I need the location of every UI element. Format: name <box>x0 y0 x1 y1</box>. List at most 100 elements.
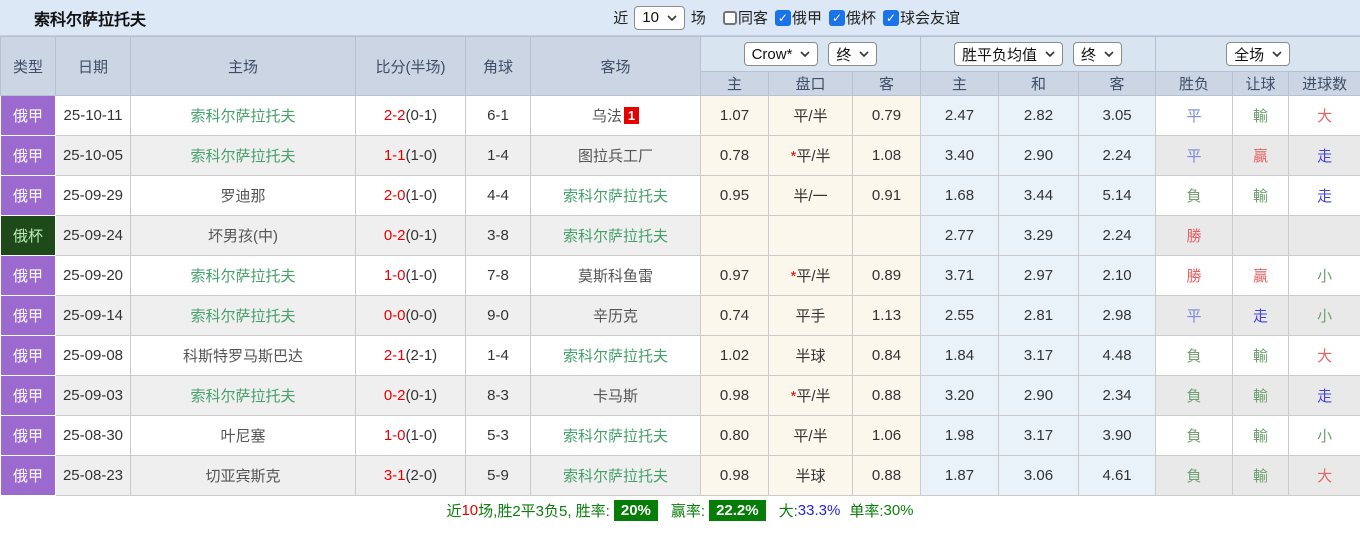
handicap-value: 半球 <box>795 468 826 485</box>
odds-company-select[interactable]: Crow* <box>743 42 819 66</box>
avg-home: 1.84 <box>920 335 1000 376</box>
filter-checkbox-club-friendly[interactable]: 球会友谊 <box>882 7 960 28</box>
corner-score: 5-9 <box>465 455 531 496</box>
home-team-link[interactable]: 科斯特罗马斯巴达 <box>130 335 356 376</box>
changed-odds-star-icon: * <box>790 388 797 405</box>
changed-odds-star-icon: * <box>790 268 797 285</box>
result-indicator: 負 <box>1155 375 1234 416</box>
odds-home: 0.74 <box>700 295 769 336</box>
result-indicator: 勝 <box>1155 255 1234 296</box>
result-indicator: 勝 <box>1155 215 1234 256</box>
halftime-score: (2-0) <box>405 467 438 484</box>
match-date: 25-09-03 <box>55 375 131 416</box>
avg-home: 2.55 <box>920 295 1000 336</box>
fulltime-score: 0-2 <box>383 227 406 244</box>
summary-part: 33.3% <box>797 502 841 519</box>
home-team-link[interactable]: 索科尔萨拉托夫 <box>130 135 356 176</box>
odds-home: 0.97 <box>700 255 769 296</box>
home-team-link[interactable]: 叶尼塞 <box>130 415 356 456</box>
away-team-link[interactable]: 辛历克 <box>530 295 701 336</box>
away-team-link[interactable]: 卡马斯 <box>530 375 701 416</box>
odds-time-select[interactable]: 终 <box>828 42 878 66</box>
filter-controls: 近 10 场 同客 俄甲 俄杯 球会友谊 <box>613 5 960 30</box>
halftime-score: (0-1) <box>405 387 438 404</box>
home-team-link[interactable]: 索科尔萨拉托夫 <box>130 375 356 416</box>
page-title: 索科尔萨拉托夫 <box>34 11 147 29</box>
filter-checkbox-russia-cup[interactable]: 俄杯 <box>828 7 876 28</box>
away-team-link[interactable]: 莫斯科鱼雷 <box>530 255 701 296</box>
away-team-link[interactable]: 乌法 1 <box>530 95 701 136</box>
recent-count-select[interactable]: 10 <box>634 5 685 30</box>
match-type-badge: 俄甲 <box>0 415 56 456</box>
away-team-link[interactable]: 索科尔萨拉托夫 <box>530 455 701 496</box>
score-cell: 2-2(0-1) <box>355 95 466 136</box>
chevron-down-icon <box>1272 51 1282 57</box>
odds-away: 0.79 <box>851 95 922 136</box>
filter-checkbox-russia-fnl[interactable]: 俄甲 <box>774 7 822 28</box>
handicap: *平/半 <box>768 255 853 296</box>
home-team-link[interactable]: 索科尔萨拉托夫 <box>130 95 356 136</box>
goals-result: 走 <box>1288 375 1360 416</box>
avg-away: 2.24 <box>1078 215 1157 256</box>
odds-home: 0.78 <box>700 135 769 176</box>
odds-away: 1.06 <box>851 415 922 456</box>
odds-company-value: Crow* <box>751 45 793 63</box>
away-team-link[interactable]: 索科尔萨拉托夫 <box>530 415 701 456</box>
sub-col-odds-home: 主 <box>700 71 769 96</box>
filter-checkbox-same-away[interactable]: 同客 <box>722 7 768 28</box>
col-header-type: 类型 <box>0 36 56 96</box>
handicap-value: 平手 <box>795 308 826 325</box>
avg-home: 2.47 <box>920 95 1000 136</box>
away-team-link[interactable]: 索科尔萨拉托夫 <box>530 215 701 256</box>
summary-part: 22.2% <box>709 500 766 521</box>
away-team-link[interactable]: 索科尔萨拉托夫 <box>530 175 701 216</box>
avg-home: 1.87 <box>920 455 1000 496</box>
period-select[interactable]: 全场 <box>1226 42 1291 66</box>
sub-col-avg-home: 主 <box>920 71 1000 96</box>
score-cell: 1-1(1-0) <box>355 135 466 176</box>
home-team-link[interactable]: 切亚宾斯克 <box>130 455 356 496</box>
match-type-badge: 俄甲 <box>0 255 56 296</box>
home-team-link[interactable]: 索科尔萨拉托夫 <box>130 295 356 336</box>
halftime-score: (0-1) <box>405 227 438 244</box>
handicap: *平/半 <box>768 375 853 416</box>
avg-away: 2.98 <box>1078 295 1157 336</box>
summary-part: 赢率: <box>670 503 706 520</box>
handicap-result: 輸 <box>1232 175 1290 216</box>
handicap-result: 輸 <box>1232 375 1290 416</box>
odds-away: 1.08 <box>851 135 922 176</box>
avg-type-select[interactable]: 胜平负均值 <box>954 42 1064 66</box>
handicap-value: 平/半 <box>793 108 828 125</box>
away-team-link[interactable]: 图拉兵工厂 <box>530 135 701 176</box>
handicap-result: 輸 <box>1232 455 1290 496</box>
home-team-link[interactable]: 索科尔萨拉托夫 <box>130 255 356 296</box>
table-row: 俄甲 25-09-03 索科尔萨拉托夫 0-2(0-1) 8-3 卡马斯 0.9… <box>0 375 1360 416</box>
score-cell: 0-2(0-1) <box>355 215 466 256</box>
avg-time-select[interactable]: 终 <box>1073 42 1123 66</box>
match-type-badge: 俄甲 <box>0 175 56 216</box>
away-team-link[interactable]: 索科尔萨拉托夫 <box>530 335 701 376</box>
halftime-score: (2-1) <box>405 347 438 364</box>
checkbox-label: 球会友谊 <box>899 10 960 27</box>
goals-result: 小 <box>1288 295 1360 336</box>
goals-result: 走 <box>1288 135 1360 176</box>
recent-label: 近 <box>613 10 629 27</box>
matches-table: 类型 日期 主场 比分(半场) 角球 客场 Crow* 终 <box>0 36 1360 496</box>
col-header-home: 主场 <box>130 36 356 96</box>
checkbox-icon <box>828 9 845 26</box>
table-subheader-row: 主 盘口 客 主 和 客 胜负 让球 进球数 <box>1 71 1360 96</box>
away-team-name: 索科尔萨拉托夫 <box>562 468 668 485</box>
away-team-name: 索科尔萨拉托夫 <box>562 428 668 445</box>
match-type-badge: 俄杯 <box>0 215 56 256</box>
fulltime-score: 1-0 <box>383 427 406 444</box>
home-team-link[interactable]: 罗迪那 <box>130 175 356 216</box>
summary-part: 20% <box>613 500 658 521</box>
handicap: *平/半 <box>768 135 853 176</box>
home-team-link[interactable]: 坏男孩(中) <box>130 215 356 256</box>
avg-draw: 3.17 <box>998 335 1080 376</box>
handicap-value: 平/半 <box>796 268 831 285</box>
table-row: 俄甲 25-09-08 科斯特罗马斯巴达 2-1(2-1) 1-4 索科尔萨拉托… <box>0 335 1360 376</box>
result-indicator: 平 <box>1155 95 1234 136</box>
handicap: 半球 <box>768 335 853 376</box>
odds-away: 0.91 <box>851 175 922 216</box>
